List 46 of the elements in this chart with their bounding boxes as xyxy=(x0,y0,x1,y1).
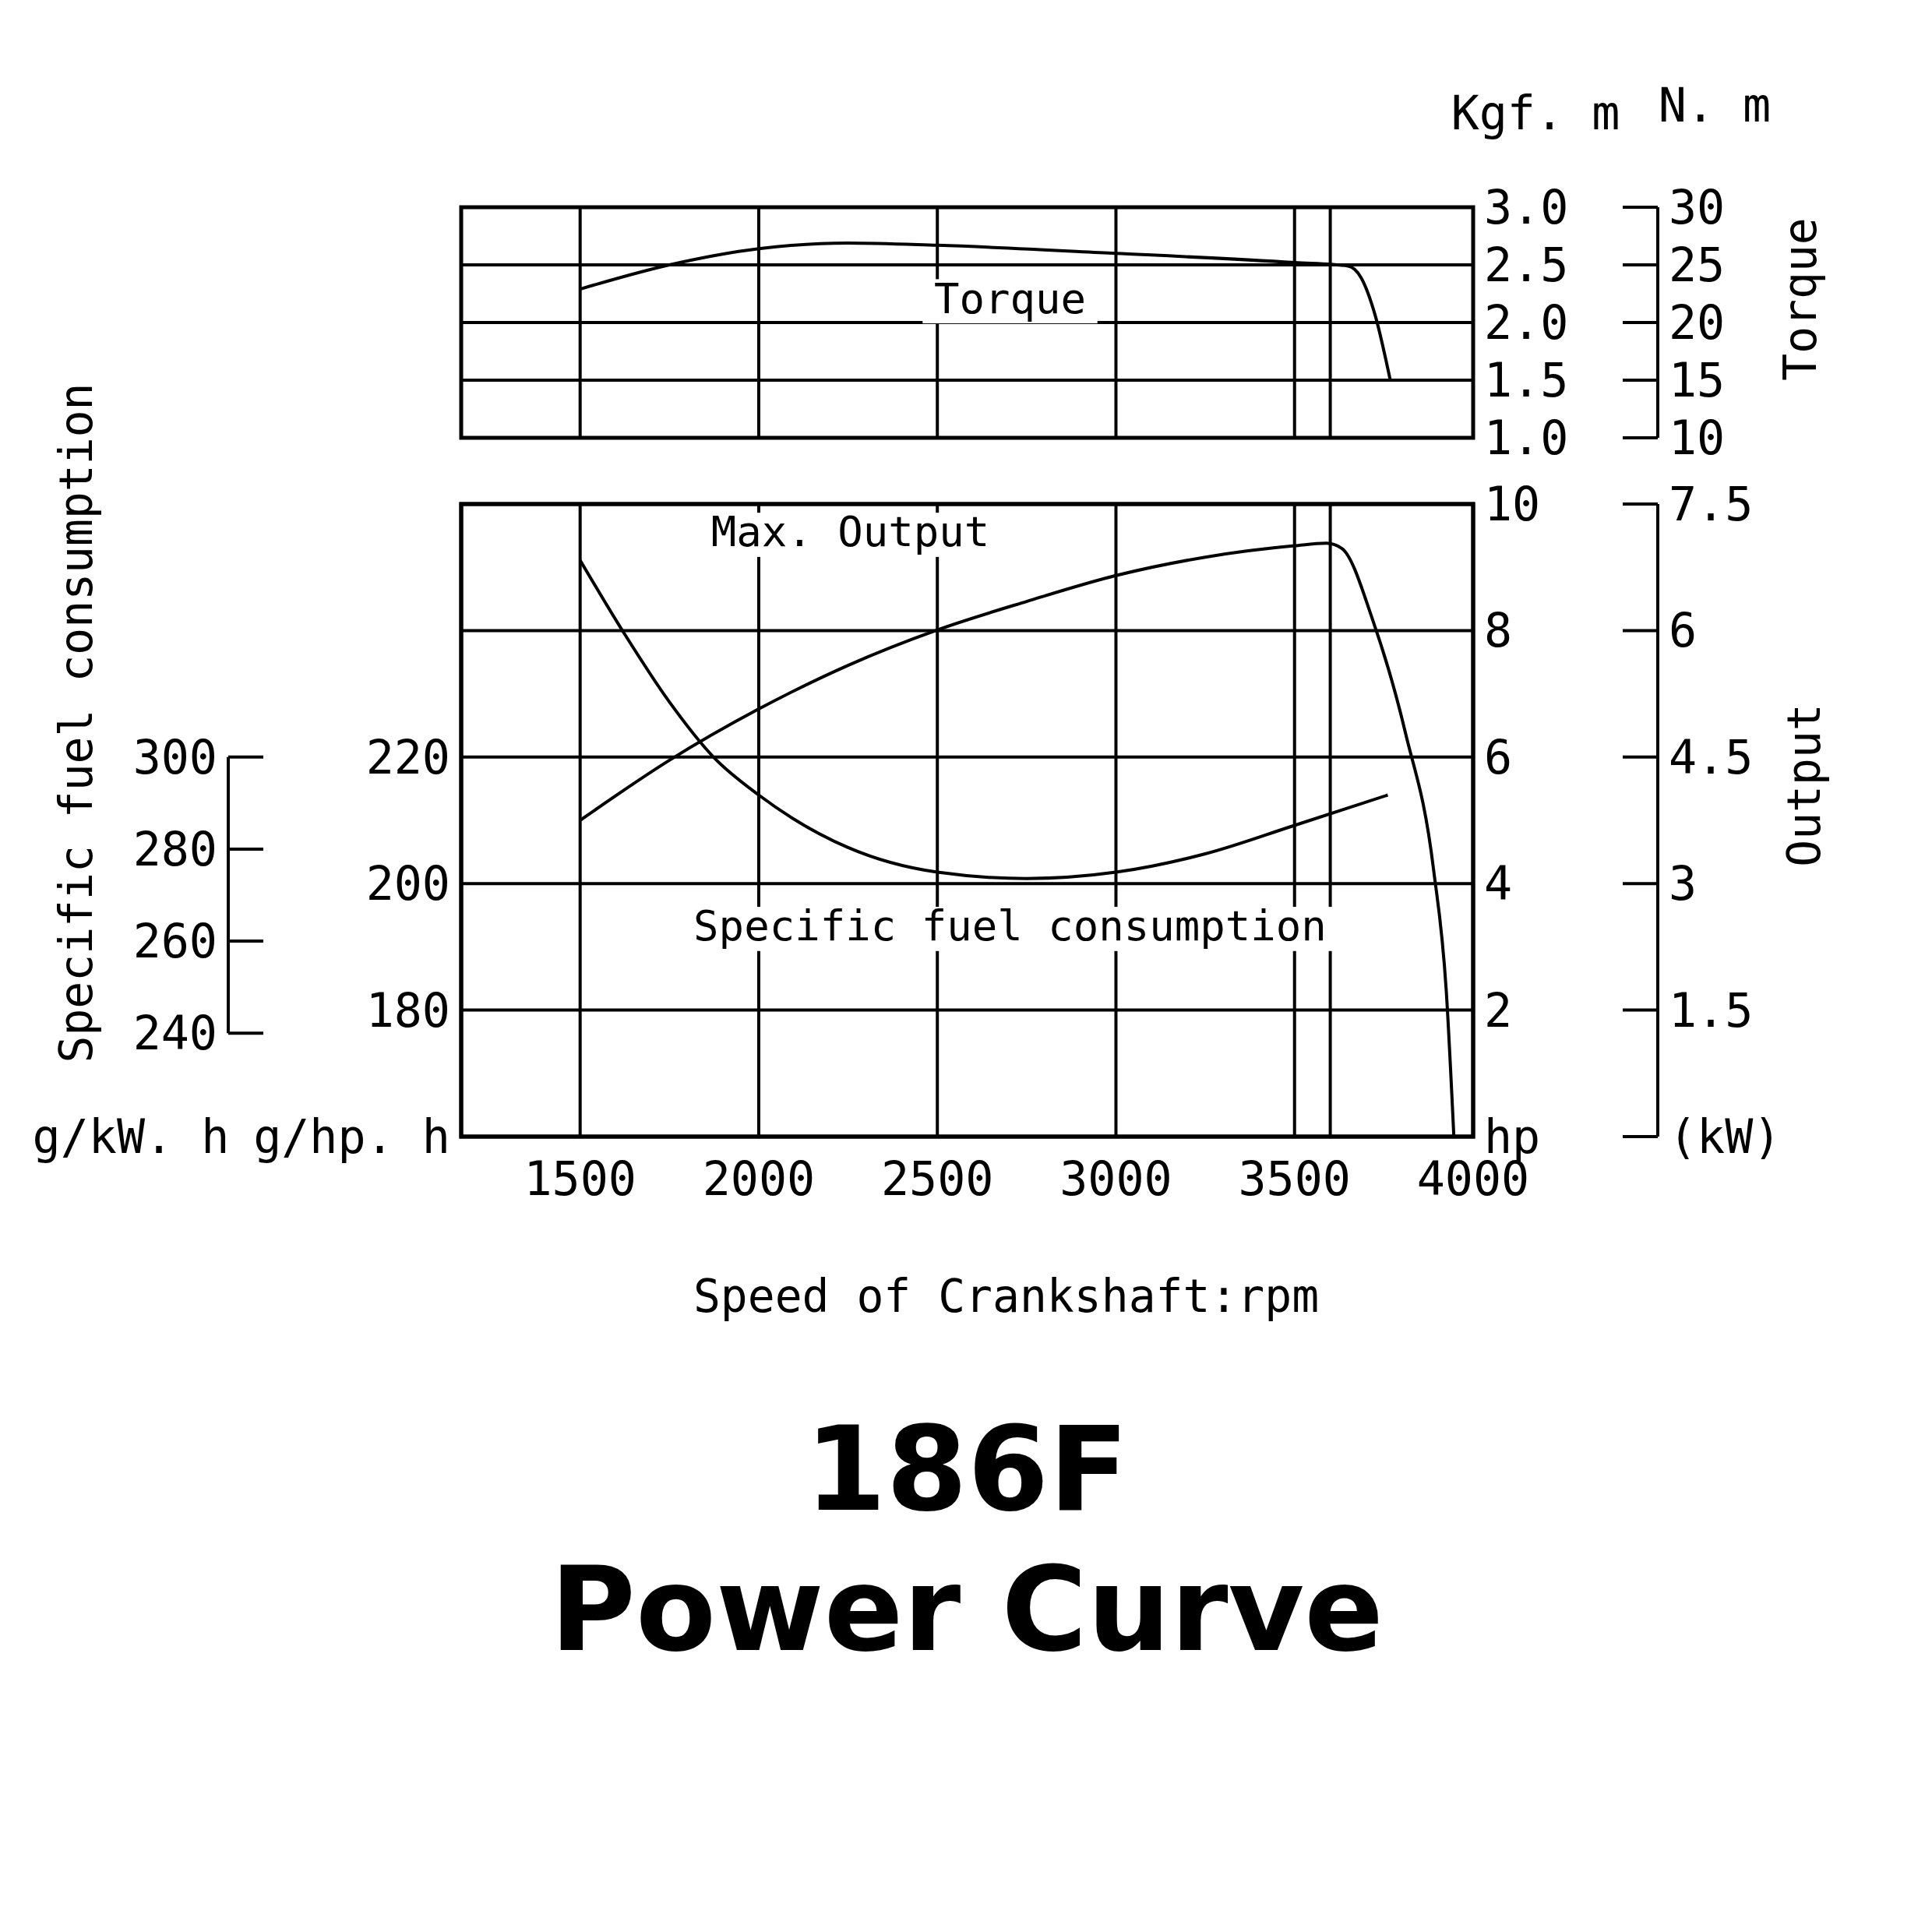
y2-tick-label: 260 xyxy=(132,914,217,969)
y2-tick-label: 25 xyxy=(1669,238,1726,292)
y2-tick-label: 6 xyxy=(1669,603,1698,658)
y-tick-label: 6 xyxy=(1484,729,1513,784)
x-axis-title: Speed of Crankshaft:rpm xyxy=(693,1270,1320,1323)
y-tick-label: 2.5 xyxy=(1484,238,1569,292)
text: Torque xyxy=(1774,217,1828,381)
x-tick-label: 1500 xyxy=(524,1151,636,1206)
y2-tick-label: 4.5 xyxy=(1669,729,1754,784)
y-tick-label: 8 xyxy=(1484,603,1513,658)
y-tick-label: 2 xyxy=(1484,982,1513,1038)
y2-tick-label: 3 xyxy=(1669,856,1698,911)
y2-tick-label: 15 xyxy=(1669,353,1726,407)
y2-tick-label: (kW) xyxy=(1669,1109,1782,1164)
y2-tick-label: 300 xyxy=(132,729,217,784)
text: g/kW. h xyxy=(32,1109,230,1164)
y2-tick-label: 20 xyxy=(1669,295,1726,350)
y-axis-title: Kgf. m xyxy=(1451,86,1620,140)
x-tick-label: 2500 xyxy=(880,1151,994,1206)
x-tick-label: 2000 xyxy=(702,1151,816,1206)
y2-tick-label: 1.5 xyxy=(1669,982,1754,1038)
series-label: Specific fuel consumption xyxy=(693,901,1327,951)
y-tick-label: g/hp. h xyxy=(253,1109,450,1164)
y-tick-label: 1.0 xyxy=(1484,411,1569,465)
y2-axis-title: N. m xyxy=(1658,78,1772,132)
y2-tick-label: 30 xyxy=(1669,180,1726,234)
text: Power Curve xyxy=(550,1542,1384,1677)
y-tick-label: 10 xyxy=(1484,477,1541,531)
y-tick-label: 200 xyxy=(365,856,450,911)
y-tick-label: 180 xyxy=(365,982,450,1038)
y2-tick-label: 10 xyxy=(1669,411,1726,465)
y-tick-label: 3.0 xyxy=(1484,180,1569,234)
y2-tick-label: 7.5 xyxy=(1669,477,1754,531)
x-tick-label: 3000 xyxy=(1059,1151,1172,1206)
x-tick-label: 3500 xyxy=(1238,1151,1351,1206)
series-label: Torque xyxy=(933,273,1087,323)
y2-tick-label: 240 xyxy=(132,1006,217,1061)
y-tick-label: 1.5 xyxy=(1484,353,1569,407)
y2-axis-title: Specific fuel consumption xyxy=(50,383,104,1063)
y-tick-label: 220 xyxy=(365,729,450,784)
y-tick-label: 4 xyxy=(1484,856,1513,911)
text: 186F xyxy=(805,1401,1129,1537)
y2-tick-label: 280 xyxy=(132,821,217,876)
y2-axis-title: Output xyxy=(1778,703,1832,867)
series-label: Max. Output xyxy=(710,507,990,557)
y-tick-label: 2.0 xyxy=(1484,295,1569,350)
